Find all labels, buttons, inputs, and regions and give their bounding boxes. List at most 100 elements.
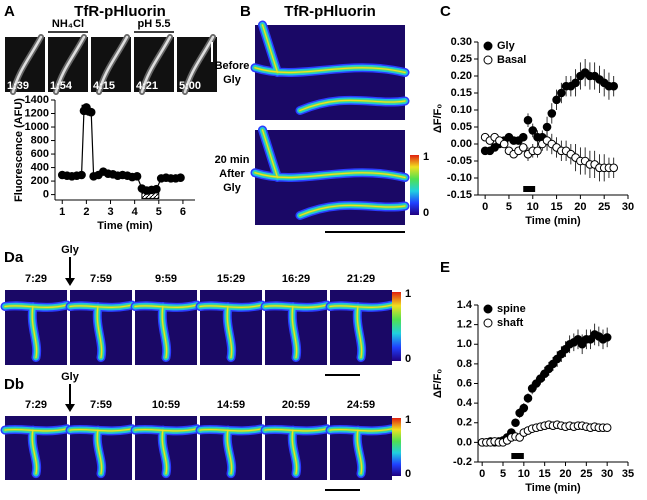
y-tick-label: 0.15 bbox=[451, 87, 472, 99]
dendrite bbox=[329, 304, 393, 359]
x-tick-label: 5 bbox=[500, 468, 506, 480]
arrow-head bbox=[65, 278, 75, 286]
x-tick-label: 15 bbox=[550, 201, 562, 213]
x-tick-label: 0 bbox=[482, 201, 488, 213]
dendrite bbox=[134, 304, 198, 359]
y-axis-label: Fluorescence (AFU) bbox=[13, 98, 25, 202]
y-tick-label: -0.15 bbox=[447, 189, 472, 201]
panel-letter: A bbox=[4, 3, 15, 20]
y-tick-label: 0.2 bbox=[457, 417, 472, 429]
y-tick-label: 400 bbox=[31, 161, 49, 173]
y-tick-label: 800 bbox=[31, 134, 49, 146]
stimulus-bar bbox=[523, 186, 536, 192]
drug-label: Gly bbox=[61, 244, 80, 256]
x-tick-label: 4 bbox=[132, 206, 139, 218]
y-axis-label: ΔF/F₀ bbox=[432, 104, 444, 133]
panel-letter: E bbox=[440, 259, 450, 276]
time-label: 20:59 bbox=[282, 399, 310, 411]
time-label: 7:29 bbox=[25, 399, 47, 411]
data-point bbox=[518, 132, 528, 142]
data-point bbox=[77, 170, 86, 180]
y-tick-label: -0.05 bbox=[447, 155, 472, 167]
colorbar-label: 1 bbox=[423, 151, 429, 163]
y-tick-label: 0.10 bbox=[451, 104, 472, 116]
time-label: 7:59 bbox=[90, 399, 112, 411]
x-tick-label: 30 bbox=[622, 201, 634, 213]
legend-marker bbox=[483, 41, 493, 51]
y-tick-label: 1.0 bbox=[457, 338, 472, 350]
data-point bbox=[518, 143, 528, 152]
panel-title: TfR-pHluorin bbox=[284, 3, 376, 20]
dendrite bbox=[97, 35, 129, 94]
data-point bbox=[547, 109, 557, 118]
panel-letter: Da bbox=[4, 249, 24, 266]
data-point bbox=[557, 88, 566, 98]
data-point bbox=[132, 172, 142, 181]
data-point bbox=[609, 81, 619, 91]
panel-letter: C bbox=[440, 3, 451, 20]
data-point bbox=[552, 95, 561, 105]
time-label: 14:59 bbox=[217, 399, 245, 411]
condition-label: After bbox=[219, 168, 245, 180]
x-tick-label: 20 bbox=[559, 468, 571, 480]
y-tick-label: 0.25 bbox=[451, 53, 472, 65]
stimulus-bar bbox=[511, 453, 524, 459]
data-point bbox=[528, 126, 538, 135]
data-point bbox=[602, 423, 612, 432]
y-tick-label: 1.4 bbox=[457, 299, 473, 311]
dendrite bbox=[69, 304, 133, 359]
y-tick-label: 0.0 bbox=[457, 436, 472, 448]
dendrite bbox=[54, 35, 86, 94]
time-label: 7:59 bbox=[90, 273, 112, 285]
x-axis-label: Time (min) bbox=[525, 482, 581, 494]
y-tick-label: 1000 bbox=[25, 121, 49, 133]
time-label: 7:29 bbox=[25, 273, 47, 285]
colorbar bbox=[392, 292, 401, 361]
data-point bbox=[511, 418, 520, 428]
data-point bbox=[523, 115, 533, 125]
dendrite bbox=[264, 304, 328, 359]
time-label: 24:59 bbox=[347, 399, 375, 411]
data-point bbox=[609, 163, 619, 173]
y-tick-label: 0.05 bbox=[451, 121, 472, 133]
condition-label: Before bbox=[215, 60, 250, 72]
data-point bbox=[152, 184, 161, 194]
panel-letter: Db bbox=[4, 376, 24, 393]
time-label: 1:54 bbox=[50, 80, 73, 92]
arrow-head bbox=[65, 404, 75, 412]
y-tick-label: 0.8 bbox=[457, 358, 472, 370]
data-point bbox=[523, 393, 533, 403]
treatment-label: NH₄Cl bbox=[52, 18, 84, 30]
panel-letter: B bbox=[240, 3, 251, 20]
legend-marker bbox=[483, 318, 493, 328]
legend-marker bbox=[483, 304, 493, 314]
y-tick-label: 0.00 bbox=[451, 138, 472, 150]
x-tick-label: 5 bbox=[156, 206, 162, 218]
data-point bbox=[176, 173, 185, 183]
legend-label: Gly bbox=[497, 40, 516, 52]
data-point bbox=[499, 139, 509, 149]
x-tick-label: 10 bbox=[518, 468, 530, 480]
y-tick-label: 600 bbox=[31, 148, 49, 160]
time-label: 16:29 bbox=[282, 273, 310, 285]
time-label: 4:21 bbox=[136, 80, 158, 92]
time-label: 9:59 bbox=[155, 273, 177, 285]
legend-marker bbox=[483, 55, 493, 65]
dendrite bbox=[329, 428, 393, 475]
data-point bbox=[86, 107, 96, 117]
x-tick-label: 15 bbox=[539, 468, 551, 480]
dendrite bbox=[254, 24, 406, 112]
y-tick-label: -0.2 bbox=[453, 456, 472, 468]
dendrite bbox=[4, 428, 68, 475]
x-tick-label: 10 bbox=[527, 201, 539, 213]
y-tick-label: 0.4 bbox=[457, 397, 473, 409]
y-tick-label: -0.10 bbox=[447, 172, 472, 184]
colorbar-label: 1 bbox=[405, 288, 411, 300]
x-tick-label: 0 bbox=[479, 468, 485, 480]
legend-label: Basal bbox=[497, 54, 526, 66]
data-point bbox=[602, 333, 612, 342]
time-label: 4:15 bbox=[93, 80, 115, 92]
x-tick-label: 25 bbox=[580, 468, 592, 480]
data-point bbox=[542, 122, 552, 132]
data-point bbox=[571, 78, 580, 88]
